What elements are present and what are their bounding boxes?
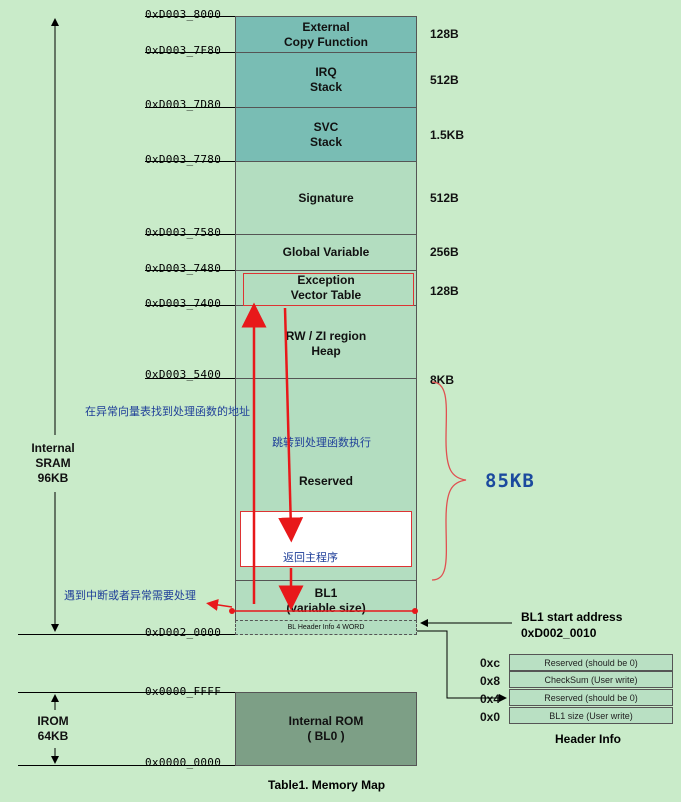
block-global-variable: Global Variable: [235, 234, 417, 271]
tick-line: [145, 52, 236, 53]
table-caption: Table1. Memory Map: [268, 778, 386, 792]
tick-line: [18, 692, 236, 693]
interrupt-dot-right: [412, 608, 418, 614]
exception-vector-highlight: [243, 273, 414, 306]
size-global-variable: 256B: [430, 245, 459, 259]
interrupt-dot-left: [229, 608, 235, 614]
size-rw-zi: 8KB: [430, 373, 455, 387]
header-row-reserved-c: Reserved (should be 0): [509, 654, 673, 671]
address-d0038000: 0xD003_8000: [145, 8, 222, 21]
rw-zi-label: RW / ZI region Heap: [285, 329, 367, 358]
note-return-main: 返回主程序: [283, 551, 338, 564]
bl1-start-value: 0xD002_0010: [521, 626, 597, 640]
block-external-copy: External Copy Function: [235, 16, 417, 53]
address-d0037480: 0xD003_7480: [145, 262, 222, 275]
address-d0020000: 0xD002_0000: [145, 626, 222, 639]
header-row-checksum: CheckSum (User write): [509, 671, 673, 688]
tick-line: [145, 305, 236, 306]
size-svc-stack: 1.5KB: [430, 128, 465, 142]
label-irom: IROM 64KB: [37, 714, 69, 743]
size-reserved-85kb: 85KB: [485, 470, 535, 492]
header-offset-8: 0x8: [480, 674, 501, 688]
size-irq-stack: 512B: [430, 73, 459, 87]
tick-line: [18, 634, 236, 635]
label-internal-sram: Internal SRAM 96KB: [31, 441, 75, 485]
header-info-connector: [417, 630, 507, 702]
address-d0035400: 0xD003_5400: [145, 368, 222, 381]
block-irq-stack: IRQ Stack: [235, 52, 417, 108]
address-d0037580: 0xD003_7580: [145, 226, 222, 239]
tick-line: [145, 270, 236, 271]
return-main-box: [240, 511, 412, 567]
address-d0037400: 0xD003_7400: [145, 297, 222, 310]
size-signature: 512B: [430, 191, 459, 205]
header-row-bl1-size: BL1 size (User write): [509, 707, 673, 724]
address-rom-top: 0x0000_FFFF: [145, 685, 222, 698]
tick-line: [18, 765, 236, 766]
interrupt-arrow-left: [206, 598, 233, 611]
note-interrupt: 遇到中断或者异常需要处理: [64, 589, 196, 602]
address-d0037780: 0xD003_7780: [145, 153, 222, 166]
block-bl-header: BL Header Info 4 WORD: [235, 620, 417, 635]
arrow-down-handler: [278, 307, 304, 543]
tick-line: [145, 107, 236, 108]
tick-line: [145, 161, 236, 162]
note-jump-exec: 跳转到处理函数执行: [272, 436, 371, 449]
size-external-copy: 128B: [430, 27, 459, 41]
tick-line: [145, 16, 236, 17]
reserved-brace: [431, 381, 467, 581]
address-d0037f80: 0xD003_7F80: [145, 44, 222, 57]
header-row-reserved-4: Reserved (should be 0): [509, 689, 673, 706]
header-offset-4: 0x4: [480, 692, 501, 706]
note-find-handler: 在异常向量表找到处理函数的地址: [85, 405, 250, 418]
bl1-start-address: BL1 start address 0xD002_0010: [521, 609, 622, 641]
reserved-label: Reserved: [298, 474, 354, 488]
header-offset-c: 0xc: [480, 656, 501, 670]
bl1-start-label: BL1 start address: [521, 610, 623, 624]
block-svc-stack: SVC Stack: [235, 107, 417, 162]
size-exception-vector: 128B: [430, 284, 459, 298]
header-offset-0: 0x0: [480, 710, 501, 724]
header-info-title: Header Info: [555, 732, 622, 746]
tick-line: [145, 234, 236, 235]
block-internal-rom: Internal ROM ( BL0 ): [235, 692, 417, 766]
